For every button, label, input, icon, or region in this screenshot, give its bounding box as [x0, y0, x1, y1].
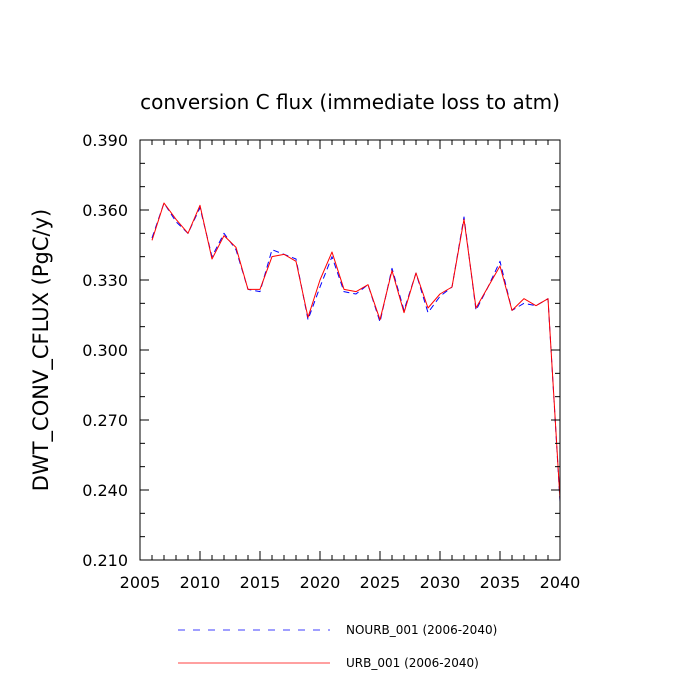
- x-tick-label: 2030: [420, 573, 461, 592]
- y-tick-label: 0.330: [82, 271, 128, 290]
- x-tick-label: 2015: [240, 573, 281, 592]
- legend-label-2: URB_001 (2006-2040): [346, 656, 479, 670]
- y-tick-label: 0.390: [82, 131, 128, 150]
- series-line-1: [151, 202, 561, 502]
- series-line-2: [151, 202, 561, 500]
- x-tick-label: 2035: [480, 573, 521, 592]
- y-tick-label: 0.360: [82, 201, 128, 220]
- x-tick-label: 2020: [300, 573, 341, 592]
- y-tick-label: 0.210: [82, 551, 128, 570]
- y-axis-label: DWT_CONV_CFLUX (PgC/y): [29, 209, 54, 491]
- plot-frame: [139, 139, 561, 561]
- legend-label-1: NOURB_001 (2006-2040): [346, 623, 497, 637]
- y-tick-label: 0.270: [82, 411, 128, 430]
- y-tick-label: 0.240: [82, 481, 128, 500]
- y-tick-label: 0.300: [82, 341, 128, 360]
- legend: NOURB_001 (2006-2040) URB_001 (2006-2040): [178, 623, 497, 670]
- chart-title: conversion C flux (immediate loss to atm…: [140, 90, 560, 114]
- plot-area: [151, 202, 561, 502]
- x-tick-label: 2010: [180, 573, 221, 592]
- x-tick-label: 2025: [360, 573, 401, 592]
- x-tick-label: 2005: [120, 573, 161, 592]
- axes: 2005 2010 2015 2020 2025 2030 2035 2040 0.210 0.2…: [82, 131, 580, 592]
- x-tick-label: 2040: [540, 573, 581, 592]
